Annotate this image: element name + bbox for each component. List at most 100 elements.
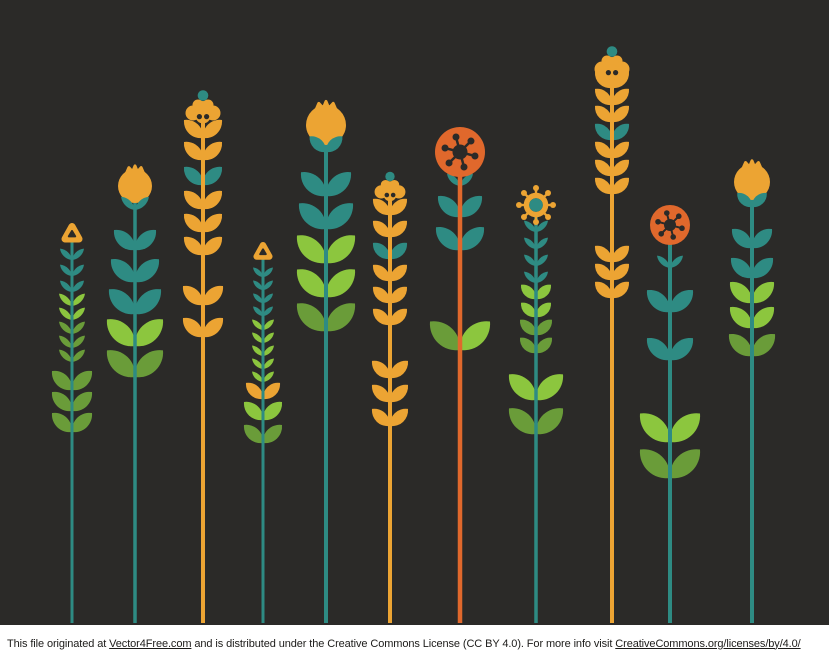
leaf-left bbox=[243, 424, 264, 444]
leaf-right bbox=[202, 141, 223, 161]
leaf-pair bbox=[437, 195, 483, 218]
leaf-left bbox=[524, 220, 536, 232]
pomegranate-bud bbox=[734, 164, 770, 200]
flower-trefoil bbox=[253, 241, 273, 260]
sun-flower bbox=[516, 185, 556, 225]
leaf-left bbox=[524, 271, 536, 283]
cluster-buds bbox=[185, 90, 221, 124]
leaf-left bbox=[182, 285, 204, 306]
leaf-right bbox=[389, 242, 408, 260]
leaf-left bbox=[60, 280, 72, 292]
leaf-pair bbox=[657, 255, 683, 268]
leaf-left bbox=[447, 173, 460, 186]
leaf-right bbox=[389, 360, 409, 379]
leaf-pair bbox=[298, 203, 354, 230]
cc-license-link[interactable]: CreativeCommons.org/licenses/by/4.0/ bbox=[615, 637, 801, 650]
leaf-right bbox=[389, 264, 408, 282]
leaf-pair bbox=[243, 401, 283, 421]
leaf-left bbox=[252, 371, 263, 382]
leaf-left bbox=[594, 88, 613, 106]
leaf-pair bbox=[252, 358, 274, 369]
pomegranate-bud bbox=[306, 105, 346, 145]
leaf-pair bbox=[59, 321, 85, 334]
leaf-right bbox=[262, 424, 283, 444]
leaf-left bbox=[309, 136, 327, 153]
plant-2 bbox=[106, 164, 164, 623]
leaf-left bbox=[298, 203, 327, 230]
leaf-right bbox=[536, 254, 548, 266]
flower-sun bbox=[516, 185, 556, 225]
leaf-left bbox=[106, 319, 136, 347]
leaf-pair bbox=[296, 269, 356, 298]
cluster-dark-dot bbox=[384, 192, 390, 198]
flower-field-illustration bbox=[51, 46, 776, 623]
leaf-pair bbox=[594, 177, 630, 195]
leaf-right bbox=[72, 321, 85, 334]
poppy-center-hole bbox=[452, 144, 468, 160]
leaf-left bbox=[594, 177, 613, 195]
leaf-pair bbox=[371, 408, 409, 427]
vector4free-link[interactable]: Vector4Free.com bbox=[109, 637, 192, 650]
leaf-left bbox=[243, 401, 264, 421]
leaf-left bbox=[182, 317, 204, 338]
leaf-right bbox=[325, 303, 356, 332]
poppy-seed-dot bbox=[670, 234, 677, 240]
leaf-left bbox=[371, 360, 391, 379]
leaf-right bbox=[263, 306, 273, 316]
leaf-right bbox=[460, 173, 473, 186]
leaf-pair bbox=[730, 257, 774, 279]
leaf-right bbox=[459, 226, 485, 251]
leaf-right bbox=[751, 333, 776, 357]
leaf-pair bbox=[300, 172, 352, 197]
leaf-pair bbox=[296, 303, 356, 332]
pomegranate-bud bbox=[118, 169, 152, 203]
leaf-pair bbox=[508, 408, 564, 435]
leaf-right bbox=[72, 349, 85, 362]
leaf-right bbox=[611, 105, 630, 123]
leaf-right bbox=[134, 319, 164, 347]
leaf-pair bbox=[253, 267, 273, 277]
sun-ray-dot bbox=[516, 202, 522, 208]
leaf-left bbox=[59, 335, 72, 348]
leaf-left bbox=[646, 289, 671, 313]
leaf-right bbox=[389, 220, 408, 238]
leaf-right bbox=[389, 198, 408, 216]
leaf-left bbox=[731, 228, 753, 249]
leaf-pair bbox=[372, 308, 408, 326]
leaf-right bbox=[611, 141, 630, 159]
leaf-pair bbox=[243, 424, 283, 444]
leaf-left bbox=[594, 281, 613, 299]
leaf-left bbox=[253, 280, 263, 290]
sun-ray-dot bbox=[533, 219, 539, 225]
leaf-pair bbox=[729, 306, 775, 329]
cluster-dark-dot bbox=[390, 192, 396, 198]
leaf-right bbox=[202, 317, 224, 338]
leaf-right bbox=[325, 136, 343, 153]
leaf-right bbox=[535, 319, 553, 336]
leaf-left bbox=[296, 269, 327, 298]
sun-ray-dot bbox=[545, 214, 552, 221]
leaf-left bbox=[594, 105, 613, 123]
leaf-pair bbox=[182, 285, 224, 306]
poppy-seed-dot bbox=[467, 137, 475, 145]
leaf-pair bbox=[729, 281, 775, 304]
leaf-pair bbox=[447, 173, 473, 186]
leaf-left bbox=[371, 408, 391, 427]
poppy-seed-dot bbox=[663, 210, 670, 216]
cluster-dark-dot bbox=[196, 114, 202, 120]
leaf-pair bbox=[252, 371, 274, 382]
leaf-pair bbox=[372, 264, 408, 282]
poppy-seed-dot bbox=[452, 133, 460, 141]
leaf-left bbox=[253, 293, 263, 303]
leaf-left bbox=[372, 242, 391, 260]
leaf-pair bbox=[594, 263, 630, 281]
leaf-right bbox=[611, 88, 630, 106]
leaf-left bbox=[59, 293, 72, 306]
flower-field-svg bbox=[51, 46, 776, 623]
leaf-right bbox=[325, 172, 352, 197]
leaf-right bbox=[536, 271, 548, 283]
leaf-pair bbox=[594, 281, 630, 299]
leaf-pair bbox=[113, 229, 157, 251]
leaf-left bbox=[639, 413, 671, 443]
leaf-left bbox=[508, 408, 537, 435]
